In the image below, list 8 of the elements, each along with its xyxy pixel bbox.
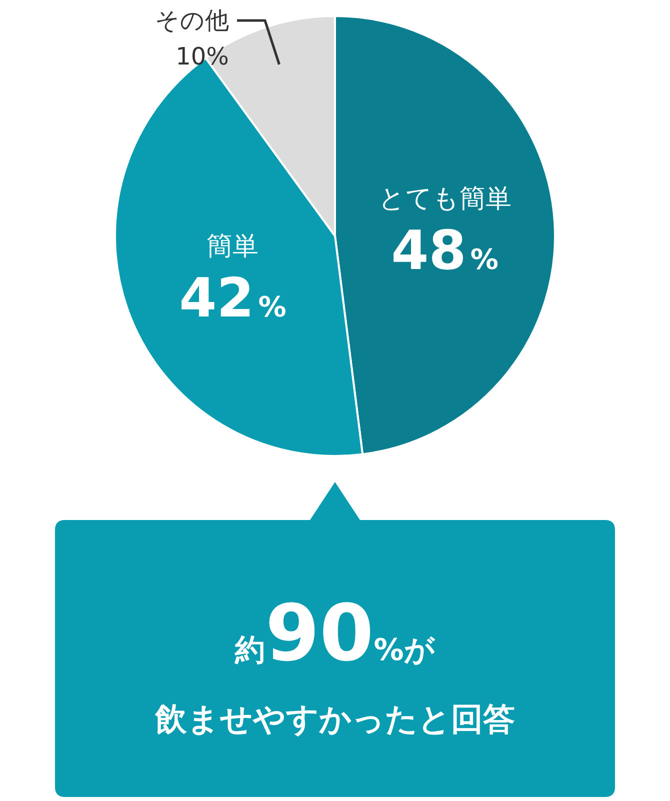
text: 約90%が: [234, 589, 436, 679]
slice-label: とても簡単: [378, 184, 512, 214]
slice-label: その他: [154, 6, 229, 34]
text: 飲ませやすかったと回答: [154, 700, 515, 738]
data-label: 42%: [179, 266, 286, 330]
data-label: 10%: [176, 42, 229, 70]
slice-label: 簡単: [206, 231, 259, 262]
data-label: 48%: [391, 219, 498, 282]
